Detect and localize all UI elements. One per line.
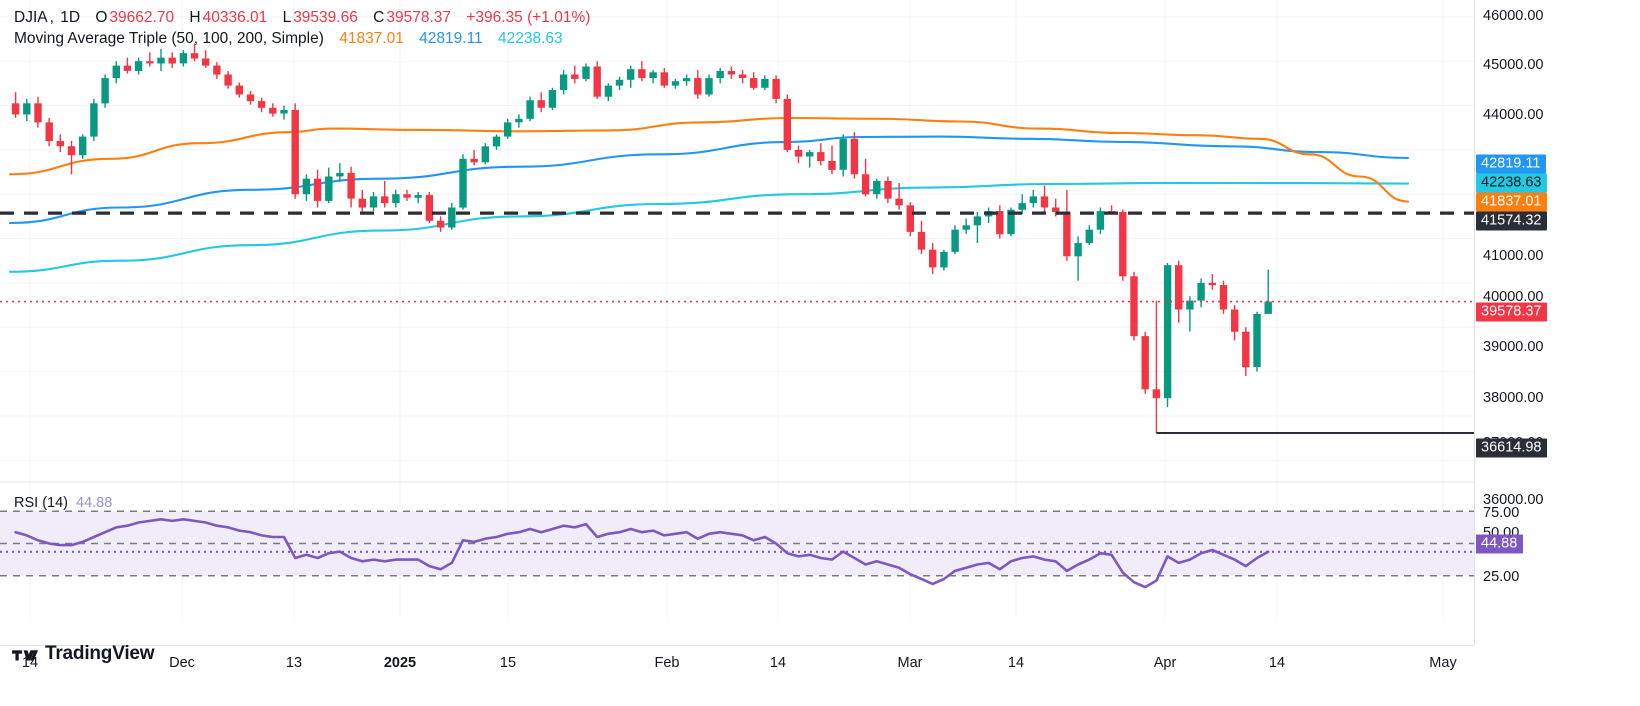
time-tick: 14: [1007, 655, 1025, 671]
ohlc-high-value: 40336.01: [202, 9, 268, 26]
indicator-name[interactable]: Moving Average Triple (50, 100, 200, Sim…: [14, 30, 324, 47]
symbol-interval[interactable]: 1D: [60, 9, 81, 26]
chart-canvas: [0, 0, 1474, 618]
ma50-value: 41837.01: [339, 30, 404, 47]
price-scale[interactable]: 46000.00 45000.00 44000.00 41000.00 4000…: [1474, 0, 1640, 645]
rsi-name[interactable]: RSI (14): [14, 495, 68, 511]
ohlc-close-value: 39578.37: [386, 9, 452, 26]
rsi-value-badge[interactable]: 44.88: [1476, 534, 1524, 554]
price-tick: 46000.00: [1483, 8, 1544, 24]
tradingview-watermark[interactable]: TradingView: [12, 643, 155, 665]
time-tick: Dec: [169, 655, 195, 671]
ma100-value: 42819.11: [419, 30, 483, 47]
last-price-badge[interactable]: 39578.37: [1476, 302, 1548, 322]
rsi-tick: 75.00: [1483, 505, 1520, 521]
price-tick: 38000.00: [1483, 390, 1544, 406]
ohlc-low-value: 39539.66: [293, 9, 358, 26]
symbol-comma: ,: [49, 9, 54, 26]
ma200-price-badge[interactable]: 42238.63: [1476, 173, 1548, 193]
time-tick: 14: [769, 655, 787, 671]
time-tick: 13: [285, 655, 303, 671]
chart-plot-area[interactable]: [0, 0, 1474, 645]
time-tick: 15: [499, 655, 517, 671]
ohlc-close-label: C: [373, 9, 385, 26]
price-change: +396.35 (+1.01%): [466, 9, 591, 26]
time-tick: Feb: [654, 655, 680, 671]
price-tick: 39000.00: [1483, 339, 1544, 355]
rsi-tick: 25.00: [1483, 569, 1520, 585]
time-scale[interactable]: 14 Dec 13 2025 15 Feb 14 Mar 14 Apr 14 M…: [0, 645, 1474, 680]
low-marker-badge[interactable]: 36614.98: [1476, 438, 1548, 458]
symbol-legend-row[interactable]: DJIA, 1D O 39662.70 H 40336.01 L 39539.66 C…: [14, 7, 592, 28]
ma200-value: 42238.63: [497, 30, 563, 47]
ohlc-open-label: O: [95, 9, 108, 26]
time-tick: 14: [1268, 655, 1286, 671]
time-tick: 2025: [383, 655, 417, 671]
ohlc-high-label: H: [189, 9, 201, 26]
price-tick: 36000.00: [1483, 492, 1544, 508]
rsi-value: 44.88: [76, 495, 113, 511]
chart-legend: DJIA, 1D O 39662.70 H 40336.01 L 39539.66 C…: [14, 7, 592, 49]
tradingview-logo-icon: [12, 645, 38, 663]
rsi-legend[interactable]: RSI (14) 44.88: [14, 495, 112, 511]
prev-close-badge[interactable]: 41574.32: [1476, 211, 1548, 231]
tradingview-wordmark: TradingView: [45, 643, 155, 664]
price-tick: 40000.00: [1483, 289, 1544, 305]
indicator-legend-row[interactable]: Moving Average Triple (50, 100, 200, Sim…: [14, 28, 592, 49]
ohlc-open-value: 39662.70: [109, 9, 175, 26]
symbol-ticker[interactable]: DJIA: [14, 9, 48, 26]
price-tick: 44000.00: [1483, 107, 1544, 123]
price-tick: 41000.00: [1483, 248, 1544, 264]
price-tick: 45000.00: [1483, 57, 1544, 73]
ma50-price-badge[interactable]: 41837.01: [1476, 192, 1548, 212]
time-tick: Apr: [1153, 655, 1177, 671]
time-tick: Mar: [897, 655, 923, 671]
ma100-price-badge[interactable]: 42819.11: [1476, 154, 1547, 174]
ohlc-low-label: L: [282, 9, 292, 26]
time-tick: May: [1429, 655, 1457, 671]
